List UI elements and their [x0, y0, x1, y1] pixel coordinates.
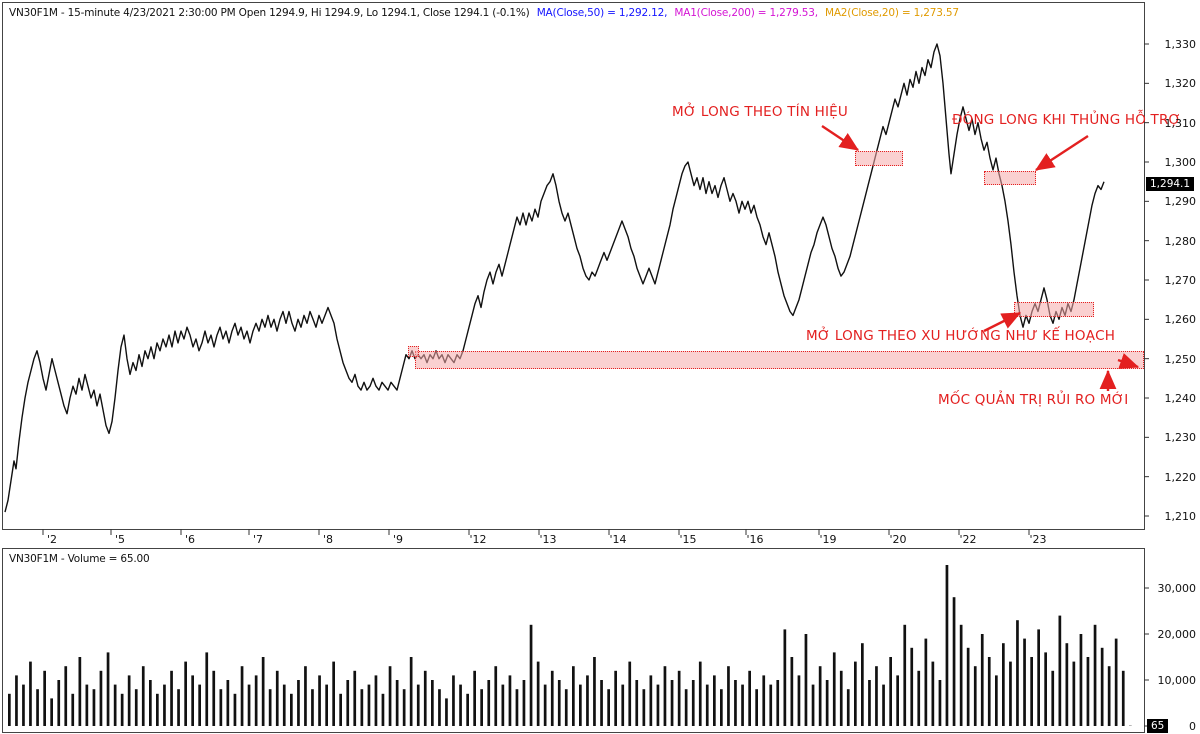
- price-axis-label: 1,250: [1164, 352, 1197, 366]
- time-axis-label: '5: [114, 533, 126, 546]
- volume-header: VN30F1M - Volume = 65.00: [9, 553, 150, 565]
- last-price-badge: 1,294.1: [1146, 177, 1195, 191]
- time-axis-label: '6: [184, 533, 196, 546]
- time-axis-label: '23: [1029, 533, 1047, 546]
- ma200-legend: MA1(Close,200) = 1,279.53,: [674, 7, 818, 19]
- volume-chart-panel[interactable]: VN30F1M - Volume = 65.00: [2, 548, 1145, 733]
- last-volume-badge: 65: [1147, 719, 1169, 733]
- price-axis-label: 1,220: [1164, 470, 1197, 484]
- time-axis-label: '9: [392, 533, 404, 546]
- price-axis-label: 1,260: [1164, 313, 1197, 327]
- price-axis-label: 1,210: [1164, 510, 1197, 523]
- volume-axis-label: 20,000: [1157, 628, 1197, 641]
- time-axis-label: '15: [679, 533, 697, 546]
- volume-axis-label: 10,000: [1157, 674, 1197, 687]
- ma20-legend: MA2(Close,20) = 1,273.57: [824, 7, 959, 19]
- time-axis-label: '20: [889, 533, 907, 546]
- price-chart-header: VN30F1M - 15-minute 4/23/2021 2:30:00 PM…: [9, 7, 963, 19]
- price-axis-label: 1,320: [1164, 77, 1197, 91]
- price-axis-label: 1,290: [1164, 195, 1197, 209]
- volume-axis-label: 30,000: [1157, 582, 1197, 595]
- time-axis-label: '7: [252, 533, 264, 546]
- price-axis-label: 1,240: [1164, 392, 1197, 405]
- price-axis-label: 1,330: [1164, 38, 1197, 51]
- time-axis-label: '22: [959, 533, 977, 546]
- time-axis-label: '14: [609, 533, 627, 546]
- time-axis-label: '12: [469, 533, 487, 546]
- time-axis-label: '8: [322, 533, 334, 546]
- price-axis-label: 1,270: [1164, 274, 1197, 287]
- price-axis-label: 1,230: [1164, 431, 1197, 445]
- price-axis-label: 1,280: [1164, 234, 1197, 248]
- time-axis-label: '16: [746, 533, 764, 546]
- time-axis-label: '19: [819, 533, 837, 546]
- quote-summary: VN30F1M - 15-minute 4/23/2021 2:30:00 PM…: [9, 7, 530, 19]
- price-axis-label: 1,300: [1164, 156, 1197, 169]
- price-chart-panel[interactable]: VN30F1M - 15-minute 4/23/2021 2:30:00 PM…: [2, 2, 1145, 530]
- price-axis-label: 1,310: [1164, 116, 1197, 130]
- time-axis-label: '13: [539, 533, 557, 546]
- time-axis-label: '2: [46, 533, 58, 546]
- ma50-legend: MA(Close,50) = 1,292.12,: [536, 7, 668, 19]
